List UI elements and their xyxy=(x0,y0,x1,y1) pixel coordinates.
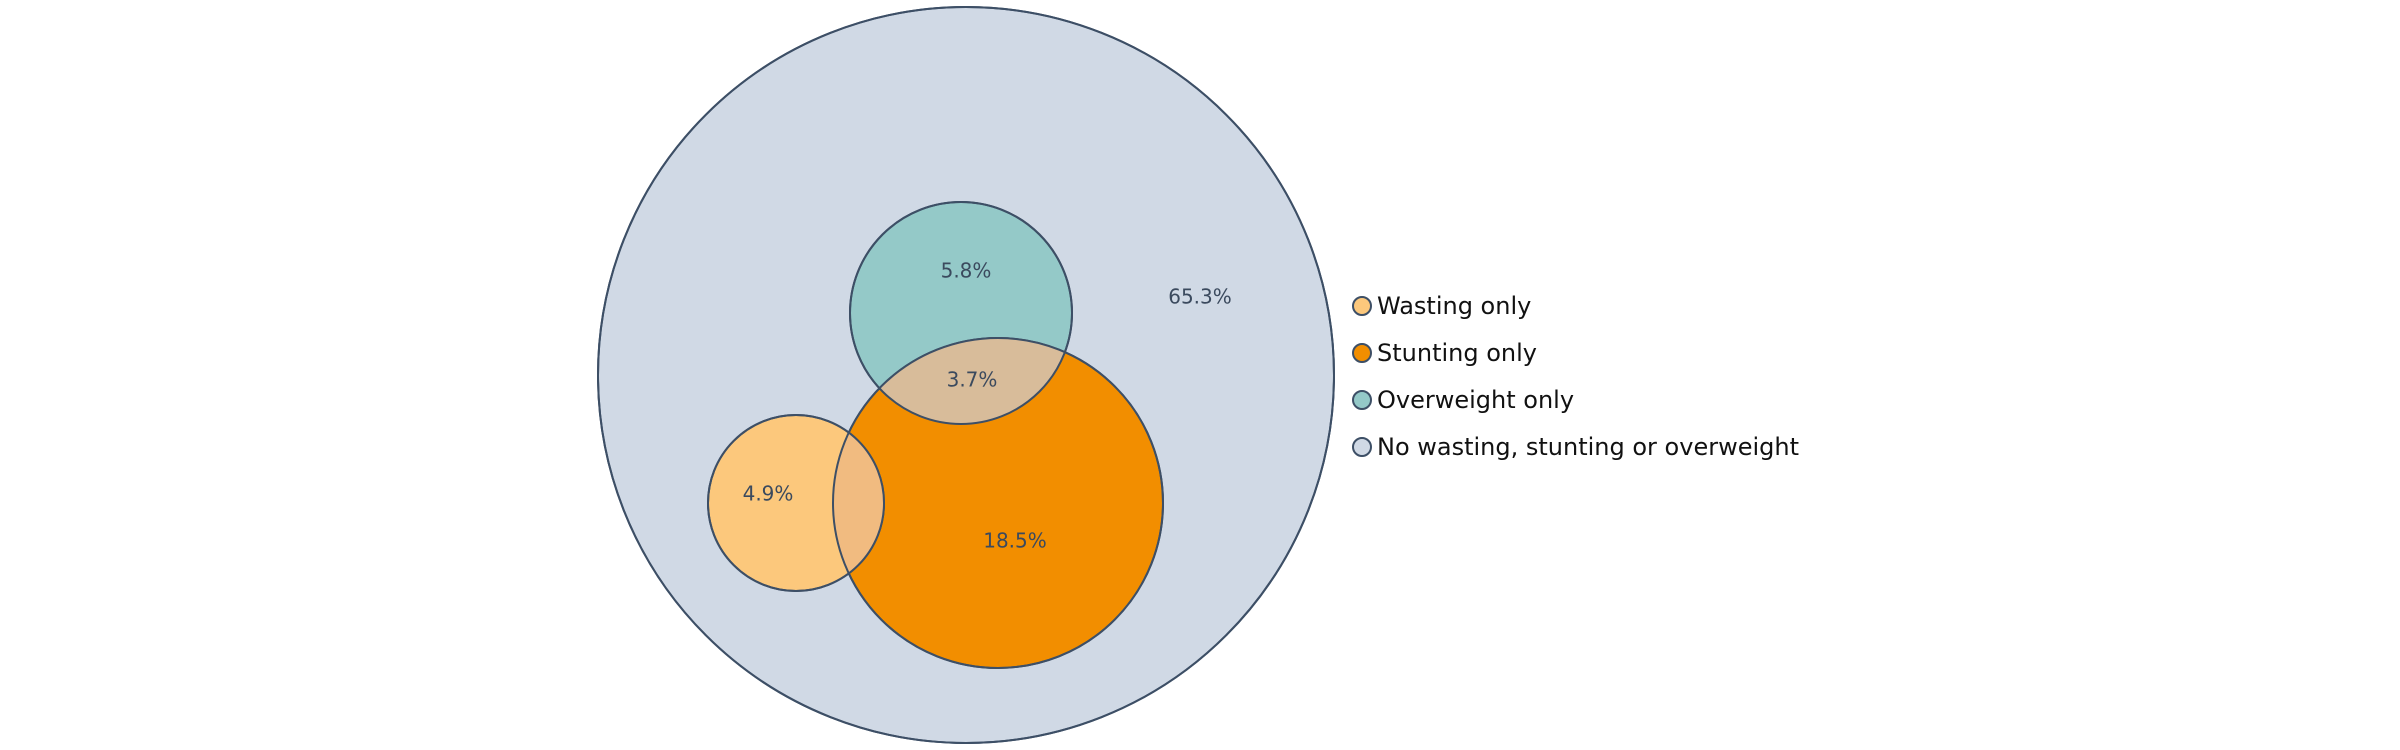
legend-item-none: No wasting, stunting or overweight xyxy=(1352,433,1799,461)
wasting-outline xyxy=(707,414,885,592)
legend-marker-overweight xyxy=(1352,390,1372,410)
stunting-overweight-overlap xyxy=(850,338,1072,424)
legend-label-overweight: Overweight only xyxy=(1377,386,1574,414)
legend-label-stunting: Stunting only xyxy=(1377,339,1537,367)
population-outline xyxy=(597,6,1335,744)
region-label-wasting: 4.9% xyxy=(743,482,794,506)
legend-item-wasting: Wasting only xyxy=(1352,292,1531,320)
overweight-outline xyxy=(849,201,1073,425)
venn-outlines xyxy=(597,6,1335,744)
legend-marker-wasting xyxy=(1352,296,1372,316)
stunting-outline xyxy=(832,337,1164,669)
legend-label-none: No wasting, stunting or overweight xyxy=(1377,433,1799,461)
region-label-stunting: 18.5% xyxy=(983,529,1047,553)
legend-marker-stunting xyxy=(1352,343,1372,363)
legend-marker-none xyxy=(1352,437,1372,457)
legend-label-wasting: Wasting only xyxy=(1377,292,1531,320)
legend-item-stunting: Stunting only xyxy=(1352,339,1537,367)
region-label-stunting-overweight: 3.7% xyxy=(947,368,998,392)
region-label-overweight: 5.8% xyxy=(941,259,992,283)
region-label-none: 65.3% xyxy=(1168,285,1232,309)
legend-item-overweight: Overweight only xyxy=(1352,386,1574,414)
legend: Wasting only Stunting only Overweight on… xyxy=(1352,292,1799,461)
